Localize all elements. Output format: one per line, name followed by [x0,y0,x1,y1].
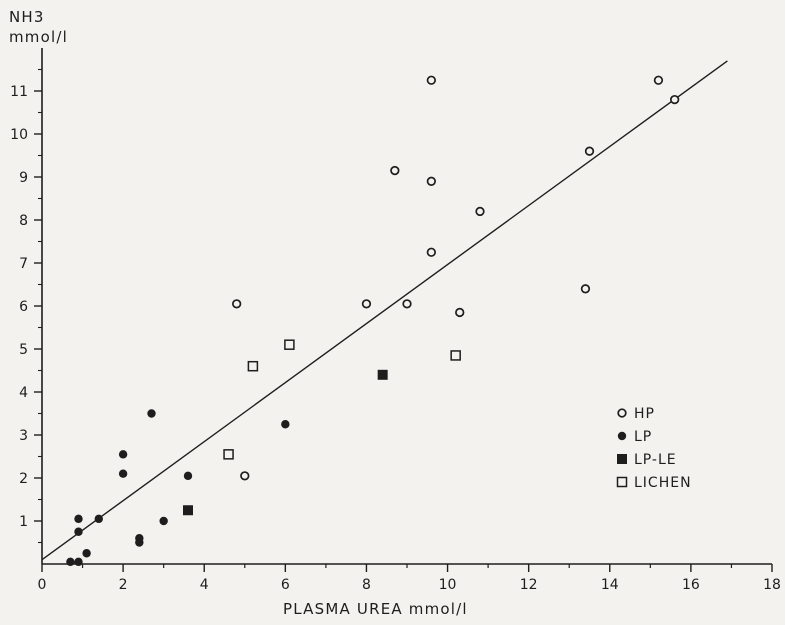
y-tick-label: 2 [19,471,28,487]
data-point-lp [183,471,193,481]
x-tick-label: 16 [682,577,700,593]
y-tick-label: 7 [19,256,28,272]
y-axis-label-unit: mmol/l [9,28,68,46]
y-tick-label: 6 [19,299,28,315]
data-point-lp [159,516,168,526]
y-tick-label: 5 [19,342,28,358]
data-point-hp [584,146,595,156]
x-tick-label: 10 [439,577,457,593]
legend-marker-lp [617,431,627,441]
data-point-hp [390,165,400,176]
data-point-lp [66,557,75,567]
y-tick-label: 8 [19,213,28,229]
data-point-hp [455,307,465,318]
data-point-lichen [284,339,295,350]
legend-label-lichen: LICHEN [634,475,692,491]
data-point-hp [426,75,436,85]
data-point-lp [94,514,103,524]
x-axis-label: PLASMA UREA mmol/l [283,600,468,618]
data-point-hp [475,206,485,217]
y-axis-label-main: NH3 [9,8,45,26]
data-point-hp [426,247,436,257]
data-point-hp [402,299,412,309]
y-tick-label: 1 [19,514,28,530]
data-point-hp [232,299,242,309]
data-point-lp [82,549,91,558]
data-point-lp-le [183,505,193,516]
regression-line [41,60,728,561]
y-tick-label: 3 [19,428,28,444]
data-point-lp [135,534,144,543]
data-point-lp [118,450,128,459]
legend-label-lp-le: LP-LE [634,452,677,468]
legend-label-lp: LP [634,429,652,445]
x-tick-label: 18 [763,577,781,593]
data-point-hp [361,299,372,309]
y-tick-label: 11 [10,84,28,100]
legend-marker-lichen [616,476,628,488]
data-point-hp [653,75,664,85]
y-tick-label: 10 [10,127,28,143]
legend-marker-hp [617,408,627,418]
y-tick-label: 9 [19,170,28,186]
x-tick-label: 2 [119,577,128,593]
data-point-lp [281,420,290,429]
data-point-hp [670,94,680,105]
y-tick-label: 4 [19,385,28,401]
data-point-lp [74,527,83,536]
x-tick-label: 8 [362,577,371,593]
data-point-hp [580,284,591,294]
legend-marker-lp-le [617,454,627,464]
data-point-lichen [223,449,234,460]
data-point-lp [147,409,156,418]
data-point-lp [118,469,128,478]
data-point-lichen [450,350,461,361]
data-point-lp-le [377,369,388,380]
data-point-hp [240,471,250,481]
legend-label-hp: HP [634,406,655,422]
x-tick-label: 0 [38,577,47,593]
x-tick-label: 6 [281,577,290,593]
x-tick-label: 4 [200,577,209,593]
data-point-lp [74,557,83,567]
data-point-lichen [247,360,259,372]
x-tick-label: 12 [520,577,538,593]
data-point-hp [426,176,436,186]
x-tick-label: 14 [601,577,619,593]
data-point-lp [74,514,83,524]
